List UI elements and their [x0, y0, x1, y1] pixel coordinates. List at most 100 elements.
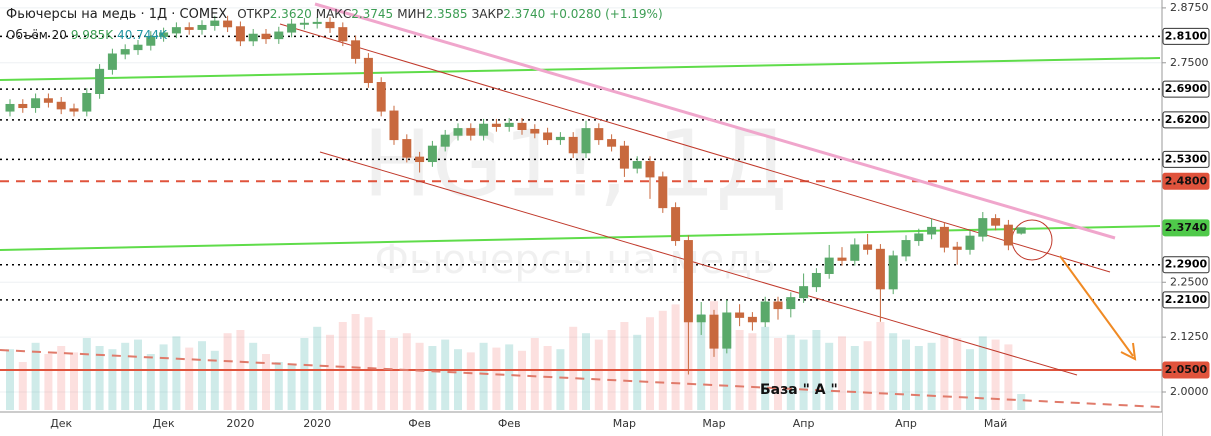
candle-body: [517, 122, 527, 130]
candle-body: [299, 22, 309, 25]
candle-body: [555, 136, 565, 141]
x-tick-label: Мар: [702, 417, 725, 430]
volume-bar: [927, 342, 936, 410]
x-tick-label: 2020: [303, 417, 331, 430]
candles-layer: [5, 15, 1026, 375]
volume-bar: [799, 339, 808, 410]
annotation: База " А ": [760, 382, 838, 398]
ohlc-label: МАКС: [315, 7, 352, 21]
candle-body: [210, 20, 220, 26]
candle-body: [914, 233, 924, 242]
volume-bar: [6, 349, 14, 410]
legend-line-1: Фьючерсы на медь · 1Д · COMEX ОТКР2.3620 М…: [6, 4, 667, 25]
candle-body: [95, 68, 105, 95]
forecast-arrow: [1059, 255, 1134, 357]
candle-body: [811, 272, 821, 288]
candle-body: [824, 257, 834, 274]
level-label: 2.5300: [1165, 152, 1208, 165]
candle-body: [530, 128, 540, 134]
volume-bar: [95, 346, 104, 410]
candle-body: [658, 176, 668, 209]
candle-body: [709, 314, 719, 349]
volume-bar: [402, 333, 411, 410]
volume-bar: [671, 304, 680, 410]
candle-body: [991, 218, 1001, 226]
volume-bar: [210, 350, 219, 410]
candle-body: [837, 257, 847, 261]
volume-bar: [1017, 394, 1026, 410]
volume-bar: [1004, 344, 1013, 410]
trendline-dashed: [0, 349, 1161, 408]
level-box: [1162, 172, 1210, 190]
candle-body: [863, 244, 873, 250]
level-label: 2.4800: [1165, 174, 1208, 187]
x-tick-label: Фев: [498, 417, 521, 430]
candle-body: [1016, 227, 1026, 234]
candle-body: [43, 98, 53, 103]
candle-body: [645, 161, 655, 178]
candle-body: [850, 244, 860, 261]
ohlc-label: МИН: [397, 7, 426, 21]
candle-body: [978, 218, 988, 237]
channel-lower: [319, 151, 1078, 376]
candle-body: [274, 31, 284, 40]
volume-bar: [159, 344, 168, 410]
candle-body: [261, 33, 271, 40]
level-box: [1162, 27, 1210, 45]
volume-bar: [428, 346, 437, 410]
y-tick-label: 2.2500: [1170, 275, 1209, 288]
candle-body: [735, 312, 745, 318]
candle-body: [952, 246, 962, 250]
level-label: 2.0500: [1165, 363, 1208, 376]
candle-body: [18, 103, 28, 109]
y-tick-label: 2.0000: [1170, 385, 1209, 398]
volume-bar: [313, 326, 322, 410]
volume-bar: [108, 349, 117, 410]
level-label: 2.6200: [1165, 113, 1208, 126]
candle-body: [56, 101, 66, 110]
volume-bar: [505, 344, 514, 410]
candle-body: [747, 316, 757, 323]
volume-bar: [223, 333, 232, 410]
candle-body: [619, 145, 629, 169]
volume-bar: [351, 314, 360, 410]
volume-bar: [70, 352, 78, 410]
volume-bar: [415, 342, 424, 410]
candle-body: [415, 156, 425, 163]
highlight-circle: [1011, 219, 1053, 261]
volume-bar: [146, 354, 155, 410]
volume-ma: 40.744K: [117, 28, 167, 42]
level-box: [1162, 361, 1210, 379]
candle-body: [671, 207, 681, 242]
volume-label: Объём 20: [6, 28, 67, 42]
drawings: [0, 2, 1161, 408]
level-label: 2.6900: [1165, 82, 1208, 95]
volume-bar: [761, 326, 770, 410]
level-label: 2.2900: [1165, 258, 1208, 271]
volume-bar: [774, 338, 782, 410]
symbol-title: Фьючерсы на медь · 1Д · COMEX: [6, 7, 228, 22]
candle-body: [223, 20, 233, 28]
level-label: 2.2100: [1165, 293, 1208, 306]
candle-body: [1003, 224, 1013, 246]
candle-body: [159, 32, 169, 37]
volume-bar: [825, 342, 834, 410]
channel-upper: [279, 23, 1111, 273]
volume-bar: [914, 346, 923, 410]
volume-bar: [121, 342, 130, 410]
y-tick-label: 2.1250: [1170, 330, 1209, 343]
candle-body: [543, 132, 553, 141]
ohlc-value: 2.3740: [503, 7, 546, 21]
volume-bar: [530, 338, 539, 410]
trendline-pink: [314, 2, 1116, 240]
candle-body: [786, 297, 796, 310]
x-tick-label: Дек: [50, 417, 72, 430]
volume-bar: [569, 326, 578, 410]
candle-body: [427, 145, 437, 163]
volume-bar: [633, 334, 642, 410]
candle-body: [888, 255, 898, 290]
volume-bar: [466, 352, 475, 410]
y-tick-label: 2.8750: [1170, 1, 1209, 14]
candle-body: [120, 49, 130, 55]
